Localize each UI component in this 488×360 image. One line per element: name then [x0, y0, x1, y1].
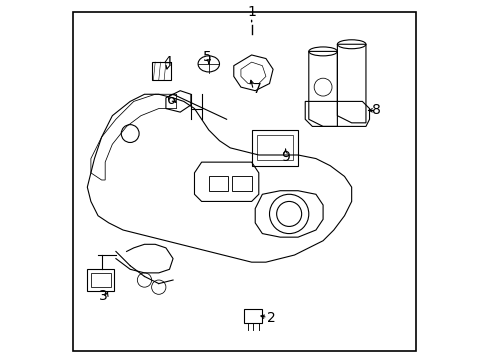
Text: 9: 9	[281, 150, 289, 164]
Text: 2: 2	[266, 311, 275, 324]
Text: 3: 3	[99, 289, 107, 303]
Text: 4: 4	[163, 55, 172, 69]
Bar	[244, 309, 262, 323]
Bar	[87, 269, 114, 291]
Text: 8: 8	[371, 103, 380, 117]
Bar	[251, 130, 298, 166]
Bar	[231, 176, 251, 191]
Text: 6: 6	[166, 93, 175, 107]
Bar	[91, 273, 110, 287]
Bar	[151, 62, 171, 80]
Text: 1: 1	[247, 5, 256, 19]
Text: 7: 7	[252, 82, 261, 96]
Bar	[208, 176, 228, 191]
Bar	[257, 135, 292, 160]
Text: 5: 5	[202, 50, 211, 64]
